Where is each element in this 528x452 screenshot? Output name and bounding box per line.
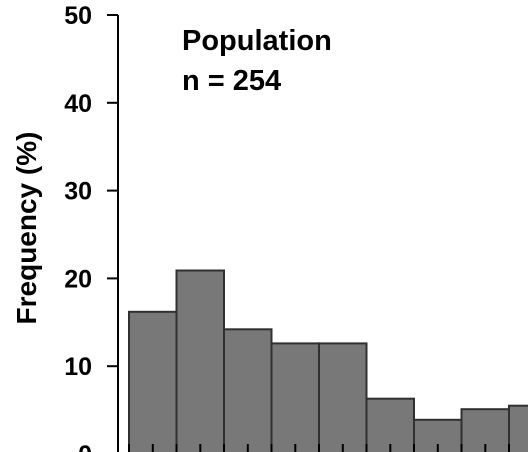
y-tick-label: 30 <box>64 178 92 206</box>
population-annotation: Population <box>182 25 332 57</box>
y-tick-label: 50 <box>64 2 92 30</box>
y-tick-label: 40 <box>64 90 92 118</box>
x-axis <box>128 444 510 452</box>
histogram-bar <box>270 342 320 452</box>
sample-size-annotation: n = 254 <box>182 65 281 97</box>
y-axis: 0 10 20 30 40 50 <box>64 2 119 452</box>
histogram-bar <box>365 397 415 452</box>
histogram-bar <box>223 328 273 452</box>
y-tick-label: 0 <box>78 441 92 452</box>
histogram-bar <box>175 269 225 452</box>
histogram-bar <box>508 404 528 452</box>
bars-group <box>128 269 528 452</box>
histogram-bar <box>128 310 178 452</box>
y-tick-label: 20 <box>64 265 92 293</box>
histogram-bar <box>318 342 368 452</box>
y-tick-label: 10 <box>64 353 92 381</box>
y-axis-title: Frequency (%) <box>11 132 42 325</box>
